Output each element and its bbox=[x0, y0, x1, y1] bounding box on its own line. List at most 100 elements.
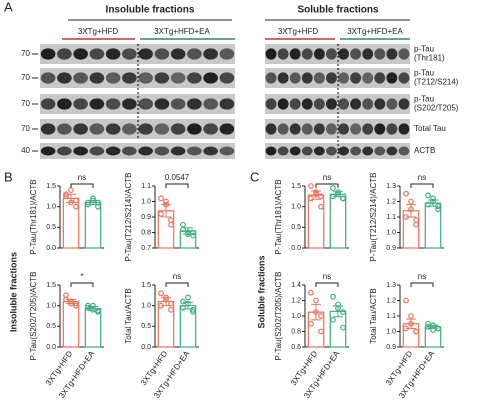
panel-label: A bbox=[4, 0, 13, 14]
y-axis-label: P-Tau(T212/S214)/ACTB bbox=[369, 173, 378, 262]
data-point bbox=[408, 313, 414, 319]
y-axis-label: P-Tau(Thr181)/ACTB bbox=[274, 179, 283, 254]
y-tick-label: 1.1 bbox=[141, 183, 151, 190]
band bbox=[40, 123, 56, 135]
band bbox=[57, 98, 72, 110]
data-point bbox=[313, 297, 319, 304]
significance-bracket bbox=[165, 183, 189, 188]
band-label: ACTB bbox=[414, 146, 435, 155]
band bbox=[398, 146, 410, 156]
band bbox=[374, 146, 386, 156]
y-tick-label: 0.9 bbox=[141, 214, 151, 221]
y-tick-label: 0.5 bbox=[141, 323, 151, 330]
y-axis-label: P-Tau(S202/T205)/ACTB bbox=[274, 272, 283, 361]
band bbox=[203, 146, 218, 156]
significance-label: ns bbox=[418, 173, 426, 182]
band bbox=[73, 98, 88, 110]
data-point bbox=[90, 197, 96, 204]
band bbox=[105, 146, 121, 156]
data-point bbox=[185, 300, 191, 307]
band bbox=[326, 123, 337, 135]
y-axis-label: Total Tau/ACTB bbox=[369, 288, 378, 343]
data-point bbox=[68, 298, 74, 305]
band bbox=[170, 98, 186, 110]
data-point bbox=[68, 187, 74, 194]
band bbox=[265, 146, 277, 156]
band bbox=[326, 48, 337, 60]
data-point bbox=[308, 289, 314, 296]
band bbox=[350, 48, 362, 60]
band bbox=[89, 72, 105, 84]
band bbox=[289, 98, 301, 110]
band bbox=[219, 48, 235, 60]
data-point bbox=[158, 195, 164, 202]
band bbox=[265, 98, 277, 110]
band bbox=[105, 72, 121, 84]
y-tick-label: 1.4 bbox=[291, 282, 301, 289]
group-label: Insoluble fractions bbox=[106, 5, 195, 16]
y-tick-label: 1.3 bbox=[386, 282, 396, 289]
band bbox=[154, 123, 170, 135]
y-tick-label: 1.0 bbox=[386, 229, 396, 236]
data-point bbox=[185, 294, 191, 301]
band bbox=[89, 123, 105, 135]
band bbox=[187, 72, 202, 84]
y-tick-label: 0.9 bbox=[386, 245, 396, 252]
band bbox=[313, 72, 325, 84]
data-point bbox=[335, 305, 341, 312]
condition-label: 3XTg+HFD+EA bbox=[154, 27, 210, 36]
band bbox=[89, 48, 105, 60]
band bbox=[338, 98, 349, 110]
data-point bbox=[163, 294, 169, 301]
band bbox=[326, 98, 337, 110]
band bbox=[398, 98, 410, 110]
band bbox=[170, 146, 186, 156]
condition-label: 3XTg+HFD+EA bbox=[347, 27, 403, 36]
band bbox=[122, 98, 137, 110]
data-point bbox=[73, 300, 79, 307]
data-point bbox=[63, 193, 69, 200]
band bbox=[170, 48, 186, 60]
band bbox=[313, 123, 325, 135]
y-tick-label: 1.0 bbox=[46, 204, 56, 211]
side-label: Insoluble fractions bbox=[8, 252, 18, 332]
data-point bbox=[85, 201, 91, 208]
data-point bbox=[95, 307, 101, 314]
data-point bbox=[408, 198, 414, 205]
band-label: p-Tau bbox=[414, 45, 434, 54]
band bbox=[187, 98, 202, 110]
significance-bracket bbox=[70, 282, 94, 287]
band bbox=[386, 146, 398, 156]
band bbox=[40, 48, 56, 60]
band bbox=[89, 98, 105, 110]
condition-label: 3XTg+HFD bbox=[78, 27, 118, 36]
data-point bbox=[330, 293, 336, 300]
y-tick-label: 0.7 bbox=[141, 245, 151, 252]
significance-label: ns bbox=[418, 272, 426, 281]
y-tick-label: 0.9 bbox=[386, 344, 396, 351]
data-point bbox=[330, 185, 336, 191]
band bbox=[386, 98, 398, 110]
band bbox=[277, 72, 289, 84]
band bbox=[301, 72, 313, 84]
data-point bbox=[158, 302, 164, 309]
band bbox=[105, 98, 121, 110]
data-point bbox=[180, 221, 186, 228]
y-tick-label: 1.0 bbox=[386, 328, 396, 335]
band bbox=[289, 48, 301, 60]
band bbox=[219, 98, 235, 110]
band-label: (S202/T205) bbox=[414, 104, 459, 113]
band bbox=[277, 123, 289, 135]
data-point bbox=[163, 296, 169, 303]
data-point bbox=[430, 198, 436, 205]
charts: 0.0 0.5 1.0 1.5 P-Tau(Thr181)/ACTB ns 0.7 0.8 0.… bbox=[29, 173, 444, 400]
data-point bbox=[63, 296, 69, 303]
band bbox=[374, 98, 386, 110]
bar bbox=[62, 197, 80, 249]
band bbox=[187, 123, 202, 135]
y-tick-label: 1.1 bbox=[386, 214, 396, 221]
band bbox=[338, 123, 349, 135]
band bbox=[265, 48, 277, 60]
data-point bbox=[313, 191, 319, 198]
y-tick-label: 1.5 bbox=[291, 183, 301, 190]
